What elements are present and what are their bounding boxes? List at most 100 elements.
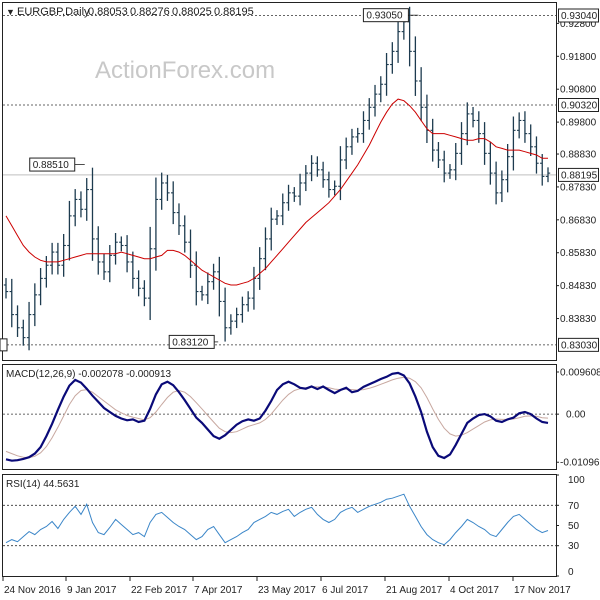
price-bar bbox=[297, 173, 303, 206]
header-ohlc-high: 0.88276 bbox=[130, 6, 170, 18]
svg-text:0.88510: 0.88510 bbox=[33, 160, 70, 171]
price-bar bbox=[274, 210, 280, 225]
price-bar bbox=[72, 189, 78, 227]
rsi-axis-label: 70 bbox=[568, 501, 580, 512]
price-axis-label: 0.91800 bbox=[560, 52, 597, 63]
x-axis-label: 24 Nov 2016 bbox=[4, 585, 61, 596]
price-bar bbox=[488, 141, 493, 185]
svg-text:0.88195: 0.88195 bbox=[561, 170, 598, 181]
macd-panel bbox=[3, 371, 556, 462]
header-marker: ▼ bbox=[6, 7, 15, 17]
price-bar bbox=[101, 253, 107, 280]
price-bar bbox=[159, 172, 164, 210]
price-bar bbox=[21, 319, 26, 346]
price-bar bbox=[499, 170, 505, 203]
price-axis-label: 0.83830 bbox=[560, 314, 597, 325]
svg-text:0.93050: 0.93050 bbox=[366, 11, 403, 22]
x-axis: 24 Nov 2016 9 Jan 2017 22 Feb 2017 7 Apr 20… bbox=[2, 577, 571, 596]
price-axis-label: 0.88830 bbox=[560, 150, 597, 161]
left-edge-tag bbox=[0, 338, 8, 352]
price-bar bbox=[395, 20, 401, 63]
price-bar bbox=[286, 184, 291, 211]
x-axis-label: 4 Oct 2017 bbox=[450, 585, 499, 596]
price-bar bbox=[459, 122, 464, 165]
price-bar bbox=[228, 314, 234, 335]
price-bar bbox=[355, 127, 360, 143]
x-axis-label: 6 Jul 2017 bbox=[322, 585, 369, 596]
price-bar bbox=[390, 42, 395, 74]
price-bar bbox=[257, 247, 262, 290]
price-bar bbox=[309, 155, 314, 182]
price-bar bbox=[142, 280, 147, 307]
macd-panel-frame bbox=[2, 364, 557, 470]
svg-text:0.93040: 0.93040 bbox=[561, 11, 598, 22]
rsi-axis-label: 100 bbox=[568, 475, 585, 486]
price-bar bbox=[505, 143, 510, 193]
price-bar bbox=[326, 171, 332, 198]
price-bar bbox=[493, 161, 499, 205]
price-bar bbox=[32, 283, 38, 327]
price-bar bbox=[372, 84, 378, 117]
price-annotation: 0.93050 bbox=[362, 8, 419, 23]
price-reference-lines bbox=[3, 15, 556, 346]
price-bar bbox=[222, 287, 228, 342]
price-bar bbox=[130, 251, 136, 289]
price-bar bbox=[280, 193, 285, 226]
rsi-panel bbox=[3, 493, 556, 547]
price-bar bbox=[482, 122, 487, 165]
price-bar bbox=[447, 164, 453, 179]
svg-text:0.90320: 0.90320 bbox=[561, 101, 598, 112]
price-bar bbox=[44, 256, 49, 288]
price-bar bbox=[430, 118, 435, 162]
macd-axis-label: -0.010961 bbox=[560, 458, 600, 469]
price-bar bbox=[15, 305, 20, 337]
price-annotation: 0.88510 bbox=[29, 157, 85, 172]
price-bar bbox=[367, 98, 372, 130]
price-bar bbox=[107, 245, 112, 283]
x-axis-label: 7 Apr 2017 bbox=[194, 585, 243, 596]
x-axis-label: 17 Nov 2017 bbox=[514, 585, 571, 596]
price-bar bbox=[465, 102, 470, 146]
price-bar bbox=[84, 178, 89, 221]
price-axis-label: 0.90800 bbox=[560, 85, 597, 96]
price-bar bbox=[165, 174, 170, 201]
price-bar bbox=[453, 143, 458, 181]
price-axis-boxed-label: 0.88195 bbox=[558, 167, 599, 182]
watermark: ActionForex.com bbox=[95, 57, 275, 84]
price-bar bbox=[9, 278, 14, 328]
price-bar bbox=[136, 270, 141, 297]
x-axis-label: 9 Jan 2017 bbox=[67, 585, 117, 596]
price-bar bbox=[303, 165, 309, 192]
price-bar bbox=[199, 285, 205, 301]
price-axis-label: 0.84830 bbox=[560, 281, 597, 292]
macd-axis-label: 0.009608 bbox=[560, 367, 600, 378]
price-annotation: 0.83120 bbox=[168, 334, 219, 349]
price-bar bbox=[292, 187, 297, 202]
x-axis-label: 21 Aug 2017 bbox=[386, 585, 443, 596]
price-axis-label: 0.85830 bbox=[560, 248, 597, 259]
macd-axis-label: 0.00 bbox=[566, 410, 586, 421]
price-panel-frame bbox=[2, 2, 557, 361]
macd-signal-line bbox=[5, 376, 549, 459]
price-annotations: 0.93050 0.88510 0.83120 bbox=[0, 8, 419, 352]
price-bar bbox=[55, 242, 61, 275]
price-bar bbox=[153, 177, 159, 271]
price-bar bbox=[436, 142, 441, 169]
price-bar bbox=[545, 167, 551, 183]
price-bar bbox=[516, 112, 522, 139]
price-axis-label: 0.92800 bbox=[560, 19, 597, 30]
price-bar bbox=[442, 150, 447, 183]
price-bar bbox=[240, 296, 245, 323]
header-symbol: EURGBP,Daily bbox=[17, 6, 90, 18]
price-bar bbox=[332, 180, 337, 196]
price-bar bbox=[38, 268, 43, 306]
price-axis-label: 0.89800 bbox=[560, 118, 597, 129]
price-bar bbox=[113, 232, 118, 265]
price-bar bbox=[188, 229, 193, 278]
price-bar bbox=[3, 278, 9, 299]
price-bar bbox=[511, 116, 516, 171]
price-bar bbox=[78, 191, 84, 218]
price-bar bbox=[343, 137, 349, 170]
price-axis: 0.92800 0.91800 0.90800 0.89800 0.88830 0.878… bbox=[556, 8, 599, 352]
price-bar bbox=[315, 156, 320, 177]
